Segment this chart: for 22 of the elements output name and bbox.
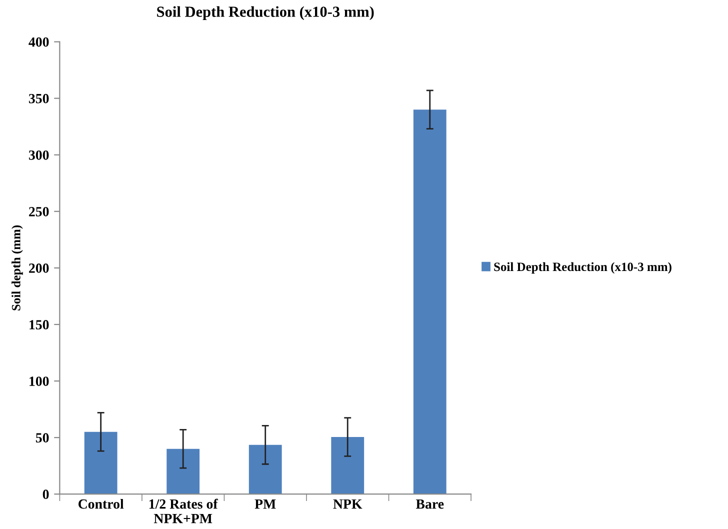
y-tick-label: 350 [28,94,49,104]
x-tick-label: PM [254,499,276,509]
y-tick-label: 200 [29,264,49,273]
bar [166,448,200,494]
bar [413,110,446,494]
chart-title: Soil Depth Reduction (x10-3 mm) [157,6,374,20]
bar [84,432,118,494]
y-tick-label: 100 [30,376,49,386]
y-tick-label: 150 [30,320,49,330]
y-tick-label: 0 [42,490,49,500]
y-tick-label: 400 [28,37,49,47]
x-tick-label: NPK [333,499,362,509]
y-tick-label: 300 [28,150,49,160]
bar [331,436,364,494]
y-tick-label: 250 [29,206,49,216]
y-tick-label: 50 [36,433,49,443]
legend-label: Soil Depth Reduction (x10-3 mm) [494,262,672,274]
x-tick-label: 1/2 Rates of NPK+PM [149,498,218,524]
x-tick-label: Control [78,498,124,509]
bar [248,444,282,494]
y-axis-title: Soil depth (mm) [12,225,23,310]
x-tick-label: Bare [416,499,444,509]
